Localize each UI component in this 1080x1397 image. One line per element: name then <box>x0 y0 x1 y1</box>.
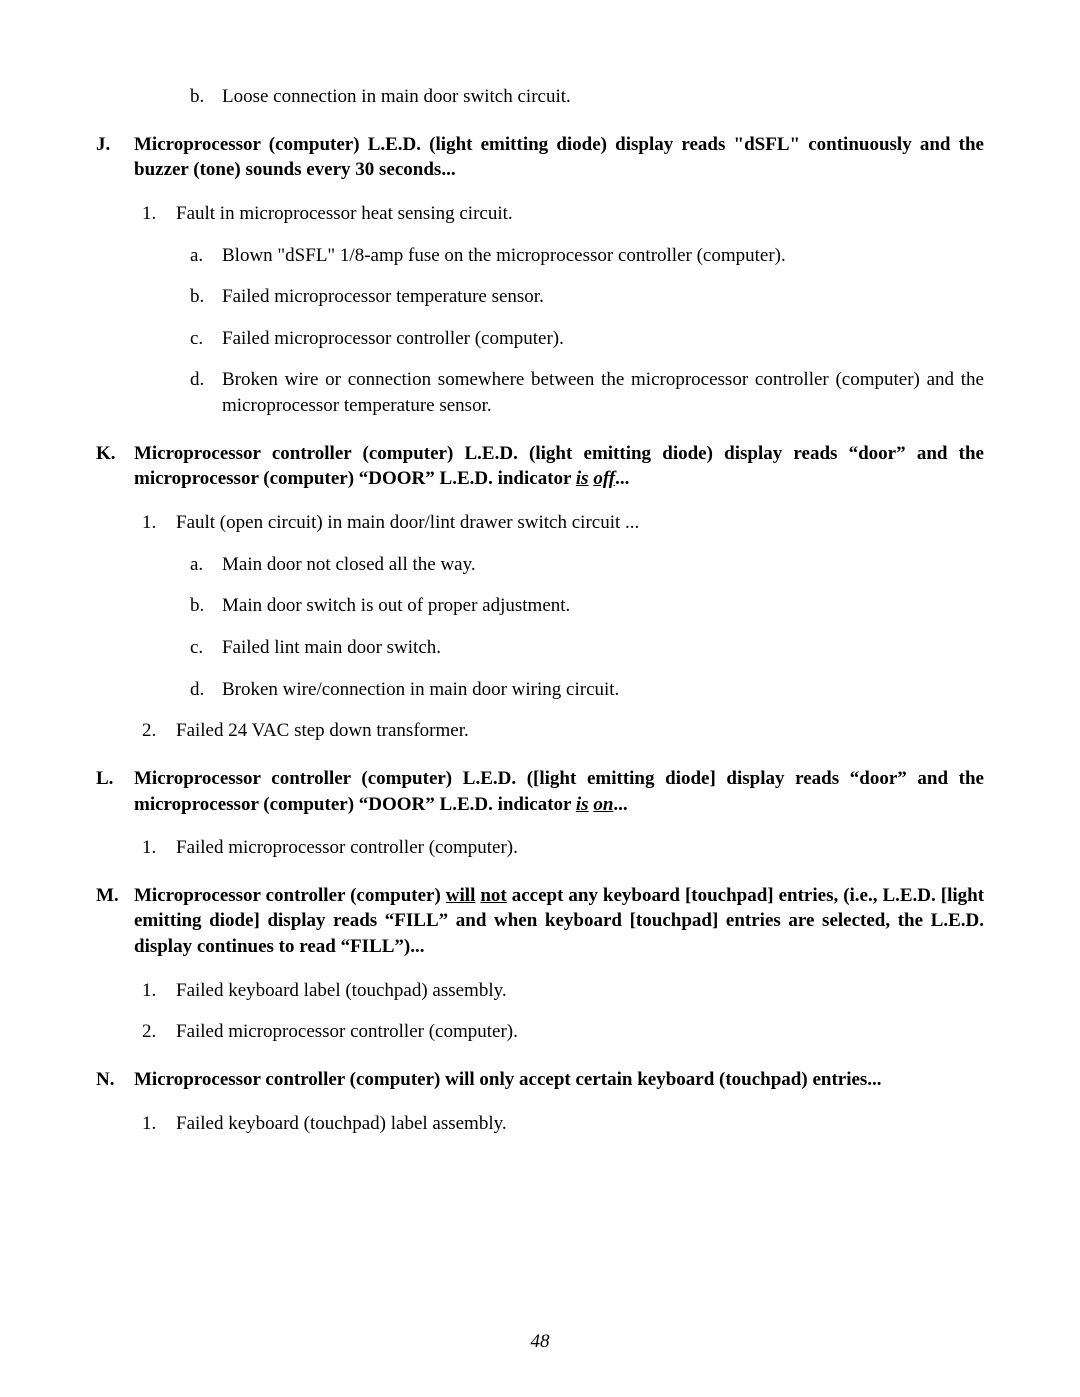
item-label: b. <box>190 84 212 110</box>
section-heading-M: M. Microprocessor controller (computer) … <box>96 883 984 960</box>
list-item: b. Main door switch is out of proper adj… <box>190 593 984 619</box>
item-label: 2. <box>142 1019 166 1045</box>
item-label: a. <box>190 243 212 269</box>
item-label: b. <box>190 593 212 619</box>
list-item: a. Blown "dSFL" 1/8-amp fuse on the micr… <box>190 243 984 269</box>
list-item: 1. Failed keyboard (touchpad) label asse… <box>142 1111 984 1137</box>
item-text: Failed lint main door switch. <box>222 635 984 661</box>
list-item: b. Loose connection in main door switch … <box>190 84 984 110</box>
list-item: 1. Failed keyboard label (touchpad) asse… <box>142 978 984 1004</box>
page-number: 48 <box>0 1329 1080 1355</box>
list-item: 2. Failed 24 VAC step down transformer. <box>142 718 984 744</box>
item-text: Fault in microprocessor heat sensing cir… <box>176 201 984 227</box>
item-text: Fault (open circuit) in main door/lint d… <box>176 510 984 536</box>
list-item: a. Main door not closed all the way. <box>190 552 984 578</box>
list-item: d. Broken wire/connection in main door w… <box>190 677 984 703</box>
item-label: d. <box>190 677 212 703</box>
section-title: Microprocessor controller (computer) L.E… <box>134 766 984 817</box>
list-item: 1. Failed microprocessor controller (com… <box>142 835 984 861</box>
section-heading-J: J. Microprocessor (computer) L.E.D. (lig… <box>96 132 984 183</box>
item-label: c. <box>190 326 212 352</box>
item-text: Main door switch is out of proper adjust… <box>222 593 984 619</box>
section-label: N. <box>96 1067 126 1093</box>
item-text: Blown "dSFL" 1/8-amp fuse on the micropr… <box>222 243 984 269</box>
section-label: L. <box>96 766 126 817</box>
item-label: a. <box>190 552 212 578</box>
list-item: 2. Failed microprocessor controller (com… <box>142 1019 984 1045</box>
section-heading-K: K. Microprocessor controller (computer) … <box>96 441 984 492</box>
item-label: b. <box>190 284 212 310</box>
section-title: Microprocessor controller (computer) wil… <box>134 883 984 960</box>
item-text: Broken wire or connection somewhere betw… <box>222 367 984 418</box>
section-title: Microprocessor (computer) L.E.D. (light … <box>134 132 984 183</box>
item-text: Failed microprocessor controller (comput… <box>222 326 984 352</box>
section-title: Microprocessor controller (computer) L.E… <box>134 441 984 492</box>
item-text: Main door not closed all the way. <box>222 552 984 578</box>
item-text: Failed keyboard label (touchpad) assembl… <box>176 978 984 1004</box>
section-title: Microprocessor controller (computer) wil… <box>134 1067 984 1093</box>
item-text: Loose connection in main door switch cir… <box>222 84 571 110</box>
item-label: 1. <box>142 201 166 227</box>
section-heading-N: N. Microprocessor controller (computer) … <box>96 1067 984 1093</box>
item-label: 1. <box>142 510 166 536</box>
section-label: K. <box>96 441 126 492</box>
list-item: d. Broken wire or connection somewhere b… <box>190 367 984 418</box>
item-label: 1. <box>142 1111 166 1137</box>
item-text: Failed microprocessor controller (comput… <box>176 835 984 861</box>
section-label: J. <box>96 132 126 183</box>
item-label: 1. <box>142 978 166 1004</box>
list-item: b. Failed microprocessor temperature sen… <box>190 284 984 310</box>
item-text: Failed microprocessor controller (comput… <box>176 1019 984 1045</box>
item-label: 1. <box>142 835 166 861</box>
item-label: c. <box>190 635 212 661</box>
item-label: 2. <box>142 718 166 744</box>
document-page: b. Loose connection in main door switch … <box>0 0 1080 1397</box>
item-text: Failed 24 VAC step down transformer. <box>176 718 984 744</box>
list-item: c. Failed lint main door switch. <box>190 635 984 661</box>
list-item: c. Failed microprocessor controller (com… <box>190 326 984 352</box>
item-label: d. <box>190 367 212 418</box>
section-label: M. <box>96 883 126 960</box>
item-text: Failed keyboard (touchpad) label assembl… <box>176 1111 984 1137</box>
section-heading-L: L. Microprocessor controller (computer) … <box>96 766 984 817</box>
item-text: Failed microprocessor temperature sensor… <box>222 284 984 310</box>
list-item: 1. Fault in microprocessor heat sensing … <box>142 201 984 227</box>
item-text: Broken wire/connection in main door wiri… <box>222 677 984 703</box>
list-item: 1. Fault (open circuit) in main door/lin… <box>142 510 984 536</box>
